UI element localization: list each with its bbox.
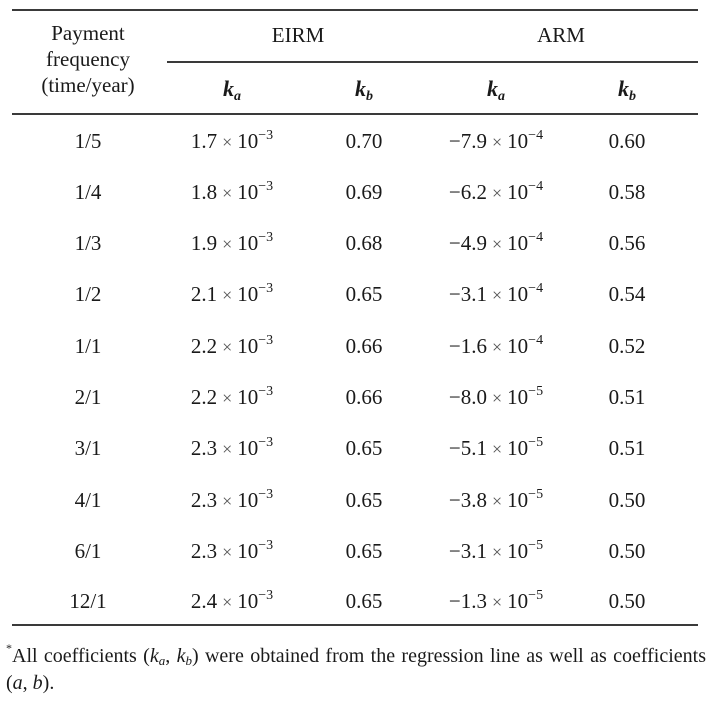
cell-arm-ka: −1.3 × 10−5 [448,588,544,614]
table-row: 6/1 2.3 × 10−3 0.65 −3.1 × 10−5 0.50 [0,538,720,564]
cell-frequency: 3/1 [74,436,102,460]
cell-eirm-kb: 0.68 [345,231,383,255]
table-bottom-rule [12,624,698,626]
table-row: 1/5 1.7 × 10−3 0.70 −7.9 × 10−4 0.60 [0,128,720,154]
table-row: 12/1 2.4 × 10−3 0.65 −1.3 × 10−5 0.50 [0,588,720,614]
table-top-rule [12,9,698,11]
table-row: 3/1 2.3 × 10−3 0.65 −5.1 × 10−5 0.51 [0,435,720,461]
header-bottom-rule [12,113,698,115]
cell-eirm-kb: 0.65 [345,589,383,613]
cell-eirm-ka: 2.2 × 10−3 [190,384,274,410]
cell-eirm-ka: 2.3 × 10−3 [190,538,274,564]
header-group-arm: ARM [537,23,585,47]
footnote-a: a [12,672,23,694]
cell-arm-ka: −8.0 × 10−5 [448,384,544,410]
footnote-marker: * [6,641,12,655]
cell-arm-ka: −3.8 × 10−5 [448,487,544,513]
cell-arm-kb: 0.52 [608,334,646,358]
table-row: 4/1 2.3 × 10−3 0.65 −3.8 × 10−5 0.50 [0,487,720,513]
cell-frequency: 1/5 [74,129,102,153]
cell-arm-ka: −6.2 × 10−4 [448,179,544,205]
header-arm-ka: ka [487,76,505,104]
cell-arm-ka: −5.1 × 10−5 [448,435,544,461]
cell-arm-kb: 0.56 [608,231,646,255]
cell-eirm-kb: 0.66 [345,385,383,409]
table-row: 1/4 1.8 × 10−3 0.69 −6.2 × 10−4 0.58 [0,179,720,205]
cell-eirm-ka: 1.7 × 10−3 [190,128,274,154]
cell-arm-kb: 0.51 [608,385,646,409]
cell-eirm-ka: 2.3 × 10−3 [190,435,274,461]
cell-arm-kb: 0.60 [608,129,646,153]
header-group-rule [167,61,698,63]
cell-arm-kb: 0.51 [608,436,646,460]
cell-frequency: 4/1 [74,488,102,512]
cell-arm-kb: 0.50 [608,539,646,563]
cell-frequency: 1/1 [74,334,102,358]
cell-arm-ka: −3.1 × 10−4 [448,281,544,307]
cell-frequency: 12/1 [69,589,107,613]
footnote-ka: ka [149,645,166,668]
header-group-eirm: EIRM [271,23,325,47]
cell-eirm-kb: 0.65 [345,282,383,306]
cell-arm-kb: 0.50 [608,488,646,512]
cell-arm-kb: 0.50 [608,589,646,613]
cell-arm-ka: −3.1 × 10−5 [448,538,544,564]
table-footnote: *All coefficients (ka, kb) were obtained… [6,641,707,694]
cell-frequency: 1/4 [74,180,102,204]
cell-eirm-kb: 0.70 [345,129,383,153]
cell-eirm-ka: 1.9 × 10−3 [190,230,274,256]
header-eirm-ka: ka [223,76,241,104]
table-row: 1/1 2.2 × 10−3 0.66 −1.6 × 10−4 0.52 [0,333,720,359]
cell-eirm-kb: 0.65 [345,436,383,460]
footnote-kb: kb [176,645,192,668]
cell-arm-ka: −1.6 × 10−4 [448,333,544,359]
header-payment-frequency: Payment frequency (time/year) [41,20,134,98]
cell-arm-ka: −4.9 × 10−4 [448,230,544,256]
cell-arm-kb: 0.54 [608,282,646,306]
cell-eirm-kb: 0.69 [345,180,383,204]
cell-eirm-kb: 0.65 [345,488,383,512]
cell-arm-kb: 0.58 [608,180,646,204]
table-row: 1/2 2.1 × 10−3 0.65 −3.1 × 10−4 0.54 [0,281,720,307]
cell-frequency: 6/1 [74,539,102,563]
cell-eirm-ka: 2.2 × 10−3 [190,333,274,359]
header-arm-kb: kb [618,76,636,104]
cell-eirm-ka: 2.4 × 10−3 [190,588,274,614]
header-eirm-kb: kb [355,76,373,104]
header-frequency-line-2: frequency [46,47,130,71]
cell-eirm-ka: 1.8 × 10−3 [190,179,274,205]
footnote-b: b [32,672,43,694]
cell-arm-ka: −7.9 × 10−4 [448,128,544,154]
cell-eirm-kb: 0.66 [345,334,383,358]
cell-frequency: 1/3 [74,231,102,255]
cell-frequency: 2/1 [74,385,102,409]
cell-eirm-kb: 0.65 [345,539,383,563]
table-row: 1/3 1.9 × 10−3 0.68 −4.9 × 10−4 0.56 [0,230,720,256]
table-row: 2/1 2.2 × 10−3 0.66 −8.0 × 10−5 0.51 [0,384,720,410]
cell-eirm-ka: 2.1 × 10−3 [190,281,274,307]
cell-frequency: 1/2 [74,282,102,306]
header-frequency-line-1: Payment [51,21,125,45]
cell-eirm-ka: 2.3 × 10−3 [190,487,274,513]
header-frequency-line-3: (time/year) [41,73,135,97]
